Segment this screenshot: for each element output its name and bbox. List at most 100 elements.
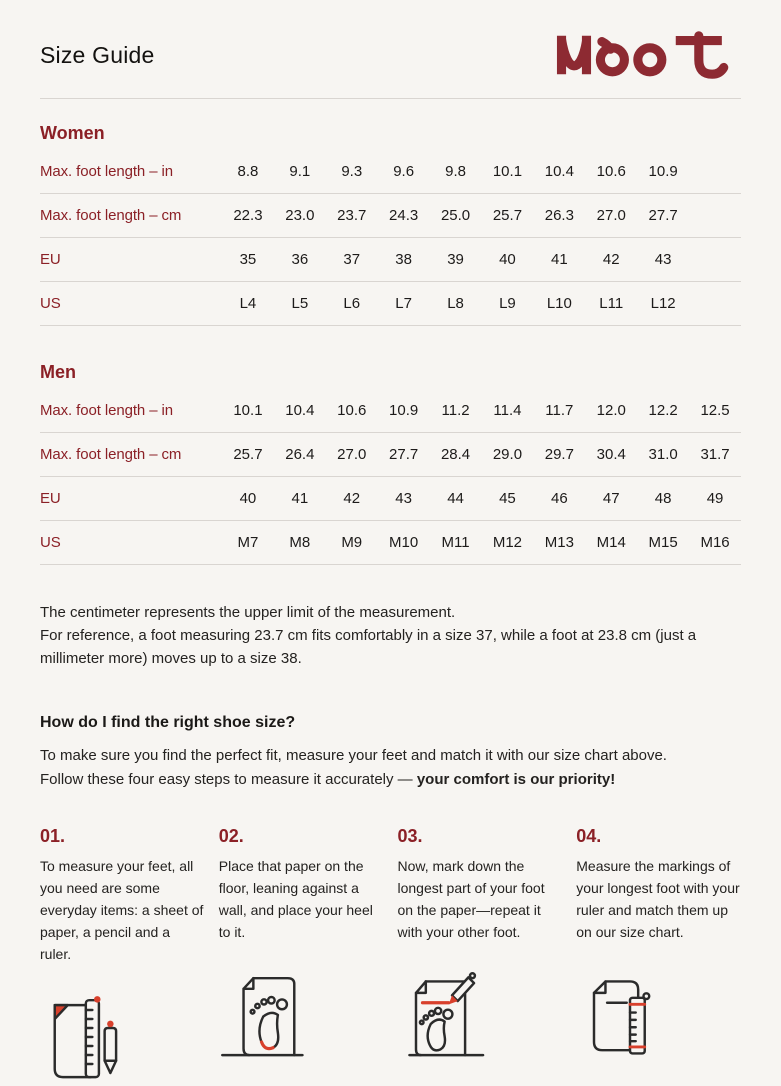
table-cell: 44 — [447, 490, 464, 507]
table-cell: 8.8 — [237, 163, 259, 180]
step-text: To measure your feet, all you need are s… — [40, 858, 204, 962]
table-cell: 46 — [551, 490, 568, 507]
table-cell: M10 — [389, 534, 419, 551]
table-cell: 23.0 — [285, 207, 315, 224]
table-cell: M7 — [237, 534, 259, 551]
guide-intro: To make sure you find the perfect fit, m… — [40, 744, 688, 792]
step-number: 02. — [218, 826, 244, 846]
guide-intro-bold: your comfort is our priority! — [416, 771, 616, 788]
table-cell: 42 — [602, 251, 620, 268]
table-cell: 11.2 — [441, 402, 470, 419]
table-cell: 43 — [395, 490, 412, 507]
table-cell: L4 — [239, 295, 257, 312]
table-cell: 37 — [343, 251, 361, 268]
table-row-men-cm: Max. foot length – cm 25.7 26.4 27.0 27.… — [40, 433, 741, 477]
table-cell: 30.4 — [596, 446, 626, 463]
table-cell: 36 — [291, 251, 309, 268]
note-line-2: For reference, a foot measuring 23.7 cm … — [40, 627, 697, 667]
table-cell: L5 — [291, 295, 309, 312]
table-row-women-cm: Max. foot length – cm 22.3 23.0 23.7 24.… — [40, 194, 741, 238]
table-cell: 9.6 — [393, 163, 415, 180]
table-cell: 11.7 — [545, 402, 574, 419]
size-notes: The centimeter represents the upper limi… — [40, 601, 702, 670]
step-text: Place that paper on the floor, leaning a… — [218, 858, 373, 940]
guide-heading: How do I find the right shoe size? — [40, 714, 296, 731]
naot-logo — [556, 31, 729, 79]
header-divider — [40, 98, 741, 99]
table-cell: 23.7 — [337, 207, 367, 224]
men-size-table: Men Max. foot length – in 10.1 10.4 10.6… — [40, 362, 741, 565]
row-label: Max. foot length – cm — [40, 207, 182, 224]
table-row-women-us: US L4 L5 L6 L7 L8 L9 L10 L11 L12 — [40, 282, 741, 326]
table-cell: L10 — [546, 295, 572, 312]
table-cell: 10.9 — [389, 402, 419, 419]
table-row-women-in: Max. foot length – in 8.8 9.1 9.3 9.6 9.… — [40, 150, 741, 194]
table-cell: 10.1 — [233, 402, 263, 419]
step-number: 03. — [397, 826, 423, 846]
women-size-table: Women Max. foot length – in 8.8 9.1 9.3 … — [40, 123, 741, 326]
table-cell: 9.1 — [289, 163, 311, 180]
table-cell: 49 — [706, 490, 724, 507]
table-cell: 43 — [654, 251, 672, 268]
table-row-men-eu: EU 40 41 42 43 44 45 46 47 48 49 — [40, 477, 741, 521]
table-cell: 38 — [395, 251, 412, 268]
table-cell: 27.7 — [648, 207, 678, 224]
table-cell: 25.7 — [492, 207, 523, 224]
guide-intro-text: To make sure you find the perfect fit, m… — [40, 747, 667, 788]
table-cell: 12.2 — [648, 402, 678, 419]
women-heading: Women — [40, 123, 105, 143]
table-cell: 31.0 — [648, 446, 678, 463]
table-row-women-eu: EU 35 36 37 38 39 40 41 42 43 — [40, 238, 741, 282]
table-cell: 24.3 — [389, 207, 419, 224]
table-cell: L7 — [395, 295, 412, 312]
row-label: EU — [40, 490, 61, 507]
table-cell: L11 — [599, 295, 624, 312]
step-text: Measure the markings of your longest foo… — [576, 858, 740, 940]
table-cell: 10.9 — [648, 163, 678, 180]
table-cell: M13 — [544, 534, 574, 551]
row-label: US — [40, 295, 61, 312]
table-cell: L8 — [447, 295, 464, 312]
step-number: 04. — [576, 826, 602, 846]
table-cell: 12.5 — [700, 402, 730, 419]
table-cell: 12.0 — [596, 402, 626, 419]
table-cell: M11 — [441, 534, 470, 551]
table-cell: 39 — [447, 251, 464, 268]
row-label: Max. foot length – cm — [40, 446, 182, 463]
table-cell: 40 — [499, 251, 516, 268]
table-cell: 26.3 — [544, 207, 574, 224]
table-cell: 10.4 — [544, 163, 574, 180]
table-cell: L9 — [499, 295, 516, 312]
table-cell: M16 — [700, 534, 730, 551]
table-cell: L12 — [650, 295, 676, 312]
table-cell: M14 — [596, 534, 626, 551]
table-cell: 41 — [551, 251, 568, 268]
row-label: US — [40, 534, 61, 551]
table-cell: M12 — [492, 534, 523, 551]
step-3: 03. Now, mark down the longest part of y… — [398, 826, 563, 1085]
table-cell: 22.3 — [233, 207, 263, 224]
table-cell: 9.8 — [445, 163, 466, 180]
table-cell: 10.6 — [337, 402, 367, 419]
table-row-men-us: US M7 M8 M9 M10 M11 M12 M13 M14 M15 M16 — [40, 521, 741, 565]
step-4: 04. Measure the markings of your longest… — [576, 826, 741, 1085]
table-cell: 25.0 — [440, 207, 471, 224]
measure-steps: 01. To measure your feet, all you need a… — [40, 826, 741, 1085]
table-cell: 41 — [291, 490, 309, 507]
table-cell: M8 — [289, 534, 311, 551]
table-cell: 42 — [343, 490, 361, 507]
table-cell: M9 — [341, 534, 363, 551]
table-cell: 35 — [239, 251, 257, 268]
step-text: Now, mark down the longest part of your … — [397, 858, 545, 940]
table-cell: 31.7 — [700, 446, 730, 463]
row-label: Max. foot length – in — [40, 163, 173, 180]
paper-ruler-measure-icon — [593, 980, 651, 1055]
table-cell: 25.7 — [233, 446, 263, 463]
table-cell: 26.4 — [285, 446, 315, 463]
step-1: 01. To measure your feet, all you need a… — [40, 826, 205, 1085]
table-cell: M15 — [648, 534, 678, 551]
table-row-men-in: Max. foot length – in 10.1 10.4 10.6 10.… — [40, 389, 741, 433]
table-cell: 29.0 — [492, 446, 523, 463]
row-label: EU — [40, 251, 61, 268]
